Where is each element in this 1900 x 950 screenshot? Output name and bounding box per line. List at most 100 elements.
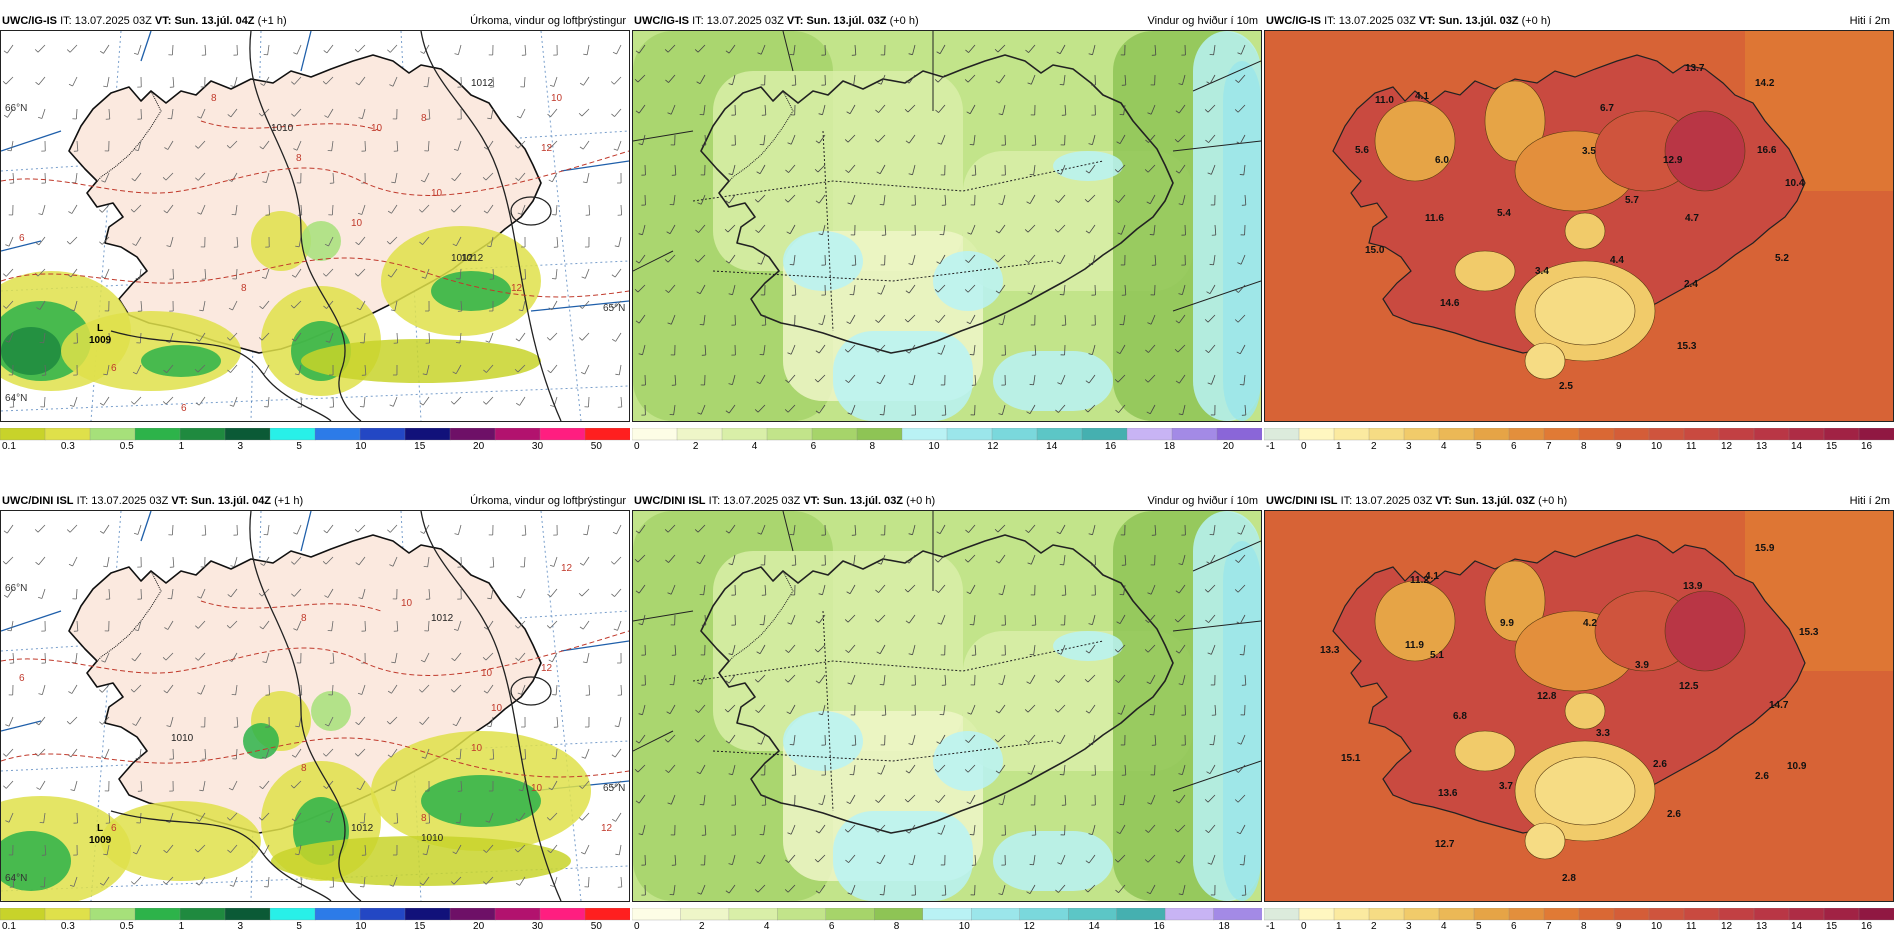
wind-barb-flag (874, 829, 879, 833)
temp-contour-area (1664, 110, 1746, 192)
colorbar-swatch (1578, 908, 1615, 921)
wind-barb (200, 204, 206, 215)
wind-barb-flag (3, 50, 8, 54)
wind-barb-flag (908, 533, 913, 536)
wind-barb-flag (635, 110, 640, 114)
wind-barb (667, 734, 676, 743)
wind-barb-flag (787, 832, 792, 835)
wind-barb (522, 780, 526, 791)
init-time: 13.07.2025 03Z (1338, 15, 1416, 27)
wind-barb (1058, 674, 1066, 683)
latitude-label: 65°N (603, 303, 625, 314)
temp-value-label: 13.7 (1685, 63, 1705, 74)
wind-barb (670, 584, 676, 595)
wind-barb-flag (879, 204, 884, 206)
wind-barb-flag (39, 341, 44, 344)
wind-barb-flag (875, 319, 879, 323)
wind-barb (393, 876, 398, 887)
wind-barb-flag (227, 849, 231, 853)
wind-barb (229, 620, 238, 629)
wind-barb (8, 812, 14, 823)
wind-barb (364, 140, 366, 152)
isotherm-label: 6 (181, 403, 187, 414)
temp-value-label: 2.8 (1562, 873, 1576, 884)
wind-barb-flag (1206, 771, 1211, 775)
colorbar-swatch (494, 908, 541, 921)
wind-barb-flag (1206, 81, 1211, 85)
wind-barb-flag (1056, 531, 1061, 535)
wind-barb-flag (1144, 649, 1149, 653)
wind-barb (940, 614, 946, 625)
wind-barb-flag (1115, 199, 1119, 203)
wind-barb (973, 344, 976, 355)
wind-barb (458, 524, 462, 535)
wind-barb-flag (3, 114, 8, 118)
wind-barb (586, 524, 590, 535)
wind-barb-flag (1206, 291, 1211, 295)
wind-barb (848, 164, 856, 173)
wind-barb-flag (847, 202, 852, 205)
isobar (420, 31, 562, 421)
wind-barb (613, 300, 622, 309)
wind-barb-flag (1088, 143, 1093, 146)
colorbar-swatch (1473, 428, 1510, 441)
wind-barb (394, 780, 398, 791)
wind-barb (37, 524, 46, 533)
wind-barb (700, 404, 706, 415)
temp-value-label: 11.6 (1425, 213, 1444, 224)
wind-barb (967, 554, 976, 563)
wind-barb (1214, 704, 1217, 715)
wind-barb (1031, 764, 1036, 775)
wind-barb-flag (454, 533, 459, 536)
wind-barb-flag (1237, 742, 1242, 745)
wind-barb-flag (1057, 862, 1062, 865)
wind-barb (521, 684, 526, 695)
colorbar-tick-label: 10 (1651, 441, 1663, 450)
wind-barb (517, 620, 526, 629)
wind-barb-flag (548, 659, 553, 663)
colorbar-swatch (1508, 428, 1545, 441)
wind-barb (789, 704, 796, 714)
wind-barb-flag (1117, 232, 1122, 235)
wind-barb (763, 344, 766, 355)
wind-barb (732, 164, 736, 175)
wind-barb-flag (1059, 84, 1064, 86)
wind-barb (233, 76, 238, 87)
wind-barb (518, 812, 526, 822)
wind-barb-flag (1115, 889, 1119, 893)
wind-barb (6, 44, 14, 54)
colorbar-tick-label: 0.3 (61, 921, 75, 930)
wind-barb (357, 524, 366, 533)
wind-barb (1028, 44, 1036, 53)
wind-barb-flag (358, 117, 363, 120)
wind-barb-flag (1207, 862, 1212, 865)
temp-value-label: 16.6 (1757, 145, 1777, 156)
temp-contour-area (1534, 756, 1636, 826)
wind-barb (878, 584, 886, 593)
wind-barb (728, 254, 736, 264)
wind-barb-flag (1084, 678, 1089, 683)
wind-barb-flag (324, 115, 329, 118)
wind-barb (703, 584, 706, 595)
wind-barb (704, 824, 707, 835)
wind-barb-flag (1237, 52, 1242, 55)
wind-barb (847, 614, 856, 623)
wind-barb-flag (1088, 623, 1093, 626)
wind-barb (235, 684, 238, 695)
wind-barb (555, 684, 558, 695)
wind-barb (1209, 74, 1216, 84)
wind-barb (1148, 134, 1156, 143)
wind-barb (233, 876, 238, 887)
wind-barb-flag (699, 804, 704, 806)
wind-barb (848, 644, 856, 653)
colorbar-tick-label: 10 (355, 921, 367, 930)
wind-barb-flag (294, 853, 299, 856)
wind-barb-flag (756, 381, 761, 385)
wind-barb-flag (818, 323, 823, 326)
wind-barb-flag (259, 305, 263, 310)
wind-barb (76, 140, 79, 151)
wind-barb-flag (1236, 351, 1241, 355)
precip-colorbar: 0.1 0.3 0.5 1 3 5 10 15 20 30 50 (0, 428, 630, 450)
wind-barb (265, 748, 270, 759)
colorbar-tick-label: 4 (764, 921, 770, 930)
